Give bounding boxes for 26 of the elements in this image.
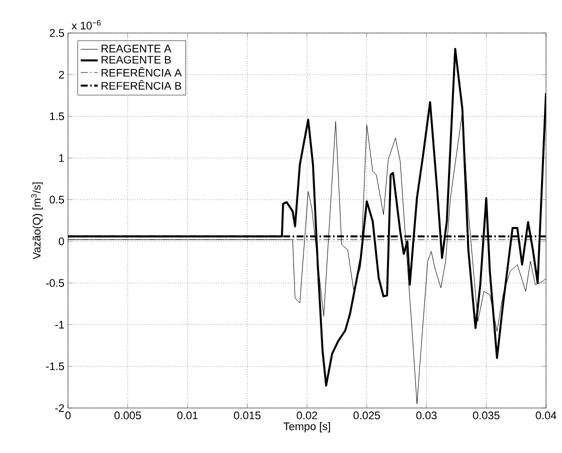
legend-label: REAGENTE B [102, 56, 171, 64]
text: x 10$^{−6}$ [72, 20, 101, 30]
y-tick-label: -1 [55, 320, 64, 328]
x-tick-label: 0.04 [536, 412, 556, 420]
x-tick-label: 0.035 [472, 412, 500, 420]
y-tick-label: 0 [58, 237, 64, 246]
y-axis-title: Vazão(Q) [m$^{3}$/s] [31, 182, 43, 260]
x-tick-label: 0.015 [234, 412, 260, 420]
x-tick-label: 0.01 [177, 412, 198, 420]
y-tick-label: 1 [59, 154, 64, 162]
y-tick-label: 2.5 [50, 29, 64, 37]
y-tick-label: 0.5 [50, 196, 64, 204]
x-tick-label: 0.025 [353, 412, 380, 420]
legend-label: REAGENTE A [102, 44, 172, 52]
y-tick-label: -0.5 [46, 279, 64, 287]
x-tick-label: 0 [65, 412, 71, 420]
legend-label: REFERÊNCIA B [102, 80, 182, 90]
x-tick-label: 0.02 [296, 412, 318, 420]
y-tick-label: -1.5 [46, 362, 64, 370]
x-axis-title: Tempo [s] [284, 422, 330, 432]
x-tick-label: 0.005 [114, 412, 141, 420]
x-tick-label: 0.03 [416, 412, 437, 420]
legend-label: REFERÊNCIA A [102, 66, 182, 77]
y-tick-label: -2 [55, 404, 64, 412]
y-tick-label: 2 [58, 70, 64, 78]
y-tick-label: 1.5 [50, 112, 64, 120]
